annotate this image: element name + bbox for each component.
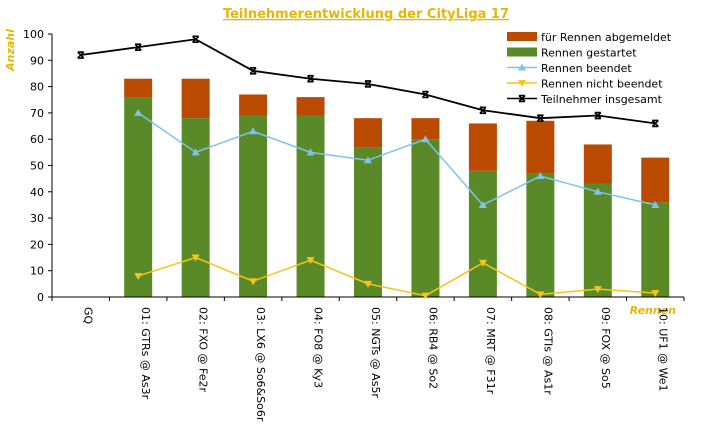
bar-gestartet-5: [354, 147, 382, 297]
y-tick-label-5: 50: [30, 160, 44, 173]
x-tick-label-6: 06: RB4 @ So2: [426, 307, 439, 389]
legend-marker-3: [518, 80, 526, 87]
point-insgesamt-3: [249, 67, 257, 75]
bar-abgemeldet-2: [181, 78, 210, 119]
x-tick-label-2: 02: FXO @ Fe2r: [197, 307, 210, 393]
x-axis-label: Rennen: [630, 304, 677, 317]
point-nicht-beendet-7: [478, 259, 487, 267]
point-beendet-7: [478, 200, 487, 208]
point-nicht-beendet-10: [651, 290, 660, 298]
point-nicht-beendet-1: [134, 272, 143, 280]
point-nicht-beendet-5: [364, 280, 372, 288]
point-beendet-1: [134, 108, 143, 116]
y-tick-label-9: 90: [30, 54, 44, 67]
lines-layer: [77, 35, 660, 300]
point-insgesamt-10: [651, 119, 659, 128]
bar-gestartet-1: [124, 97, 153, 298]
bar-abgemeldet-8: [526, 120, 555, 174]
point-beendet-10: [651, 200, 660, 208]
bar-abgemeldet-10: [641, 157, 670, 203]
y-tick-label-10: 100: [23, 28, 44, 41]
y-tick-label-7: 70: [30, 107, 44, 120]
legend-swatch-0: [507, 32, 537, 41]
point-beendet-3: [249, 127, 258, 135]
bar-abgemeldet-4: [296, 97, 325, 116]
bar-gestartet-6: [411, 139, 440, 297]
point-beendet-6: [421, 135, 430, 143]
bar-gestartet-9: [583, 183, 612, 297]
point-insgesamt-8: [536, 114, 544, 122]
line-nicht-beendet: [137, 256, 656, 297]
y-tick-label-1: 10: [30, 265, 44, 278]
x-tick-label-10: 10: UF1 @ We1: [656, 307, 669, 392]
point-insgesamt-7: [479, 106, 487, 115]
y-tick-label-8: 80: [30, 81, 44, 94]
point-insgesamt-1: [134, 43, 142, 51]
bar-abgemeldet-6: [411, 118, 440, 140]
point-beendet-8: [536, 172, 545, 180]
point-beendet-5: [364, 156, 372, 164]
y-tick-label-4: 40: [30, 186, 44, 199]
legend-label-1: Rennen gestartet: [541, 47, 637, 60]
bar-abgemeldet-5: [354, 118, 382, 148]
point-beendet-9: [593, 187, 602, 195]
bar-abgemeldet-9: [583, 144, 612, 184]
chart-title: Teilnehmerentwicklung der CityLiga 17: [223, 7, 509, 22]
axes-layer: 0 10 20 30 40 50 60 70 80 90 100 GQ 01: GTRs @ As3r 0…: [23, 28, 685, 422]
y-tick-label-3: 30: [30, 212, 44, 225]
x-tick-label-9: 09: FOX @ So5: [599, 307, 612, 389]
legend-label-0: für Rennen abgemeldet: [541, 31, 672, 44]
point-insgesamt-5: [364, 80, 372, 88]
legend-marker-2: [518, 63, 526, 71]
x-tick-label-3: 03: LX6 @ So6&So6r: [254, 307, 267, 422]
legend-label-3: Rennen nicht beendet: [541, 78, 663, 91]
legend-swatch-1: [507, 47, 537, 57]
point-insgesamt-9: [594, 111, 602, 120]
line-beendet: [137, 112, 656, 206]
point-nicht-beendet-3: [249, 278, 258, 286]
legend-label-2: Rennen beendet: [541, 62, 632, 75]
y-tick-label-6: 60: [30, 133, 44, 146]
x-tick-label-5: 05: NGTs @ As5r: [369, 307, 382, 398]
bar-gestartet-3: [239, 115, 268, 297]
point-nicht-beendet-6: [421, 292, 430, 300]
legend-label-4: Teilnehmer insgesamt: [540, 93, 663, 106]
x-tick-label-4: 04: FO8 @ Ky3: [312, 307, 325, 388]
y-tick-label-0: 0: [37, 291, 44, 304]
point-nicht-beendet-9: [593, 286, 602, 294]
bar-gestartet-4: [296, 115, 325, 297]
y-axis-label: Anzahl: [4, 29, 17, 72]
x-tick-label-1: 01: GTRs @ As3r: [139, 307, 152, 400]
bar-gestartet-2: [181, 118, 210, 297]
point-nicht-beendet-2: [191, 254, 200, 262]
bar-gestartet-8: [526, 173, 555, 297]
bar-abgemeldet-1: [124, 78, 153, 98]
point-insgesamt-4: [306, 74, 315, 83]
legend-marker-4: [518, 94, 526, 103]
x-tick-label-8: 08: GTIs @ As1r: [541, 307, 554, 395]
bar-gestartet-10: [641, 202, 670, 297]
point-insgesamt-0: [77, 51, 85, 59]
legend: für Rennen abgemeldet Rennen gestartet Ren…: [507, 31, 672, 106]
point-beendet-2: [191, 148, 200, 156]
point-insgesamt-6: [421, 90, 430, 99]
bar-abgemeldet-7: [468, 123, 497, 171]
bar-gestartet-7: [468, 170, 497, 297]
y-tick-label-2: 20: [30, 238, 44, 251]
bar-abgemeldet-3: [239, 94, 268, 116]
point-nicht-beendet-8: [536, 291, 545, 299]
x-tick-label-0: GQ: [82, 307, 95, 325]
bars-layer: [124, 78, 670, 298]
x-tick-label-7: 07: MRT @ F31r: [484, 307, 497, 395]
point-nicht-beendet-4: [306, 257, 315, 265]
point-beendet-4: [306, 148, 315, 156]
point-insgesamt-2: [192, 35, 200, 44]
